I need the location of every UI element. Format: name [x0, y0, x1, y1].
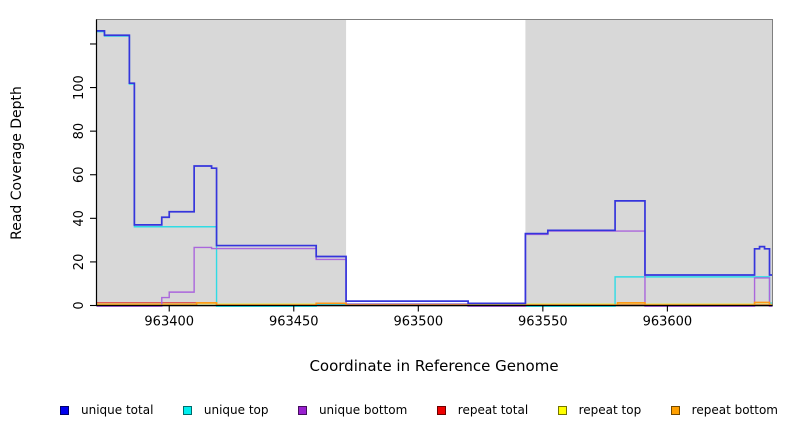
y-tick-label: 100	[72, 75, 87, 100]
legend-label: unique total	[81, 403, 154, 417]
y-tick-label: 0	[72, 301, 87, 309]
legend-item-repeat-bottom: repeat bottom	[670, 403, 778, 417]
legend-swatch	[297, 405, 307, 415]
repeat-region-band	[97, 20, 347, 306]
x-axis-title: Coordinate in Reference Genome	[309, 357, 558, 375]
legend-swatch	[182, 405, 192, 415]
x-tick-label: 963400	[144, 315, 194, 330]
repeat-region-band	[525, 20, 772, 306]
x-tick-label: 963450	[269, 315, 319, 330]
legend-swatch	[60, 405, 69, 415]
legend-label: repeat top	[578, 403, 642, 417]
legend-item-unique-total: unique total	[60, 403, 153, 417]
y-tick-label: 20	[72, 254, 87, 271]
legend-swatch	[557, 405, 567, 415]
y-tick-label: 80	[72, 123, 87, 140]
x-axis-ticks: 963400 963450 963500 963550 963600	[144, 305, 693, 330]
legend-swatch	[436, 405, 446, 415]
legend-item-repeat-top: repeat top	[557, 403, 642, 417]
repeat-region-shading	[97, 20, 772, 306]
series-line-unique-total	[97, 30, 772, 305]
legend-label: repeat bottom	[691, 403, 778, 417]
y-tick-label: 60	[72, 166, 87, 183]
y-axis-title: Read Coverage Depth	[9, 86, 25, 240]
legend-label: unique top	[203, 403, 269, 417]
x-tick-label: 963500	[393, 315, 443, 330]
x-tick-label: 963600	[643, 315, 693, 330]
legend-item-unique-bottom: unique bottom	[297, 403, 408, 417]
legend-item-unique-top: unique top	[182, 403, 269, 417]
legend-item-repeat-total: repeat total	[436, 403, 529, 417]
legend-label: repeat total	[457, 403, 529, 417]
legend-label: unique bottom	[318, 403, 408, 417]
chart-legend: unique total unique top unique bottom repea…	[0, 399, 792, 421]
series-line-unique-bottom	[97, 230, 772, 307]
y-axis-ticks: 0 20 40 60 80 100	[72, 43, 96, 310]
y-tick-label: 40	[72, 210, 87, 227]
x-tick-label: 963550	[518, 315, 568, 330]
legend-swatch	[670, 405, 680, 415]
